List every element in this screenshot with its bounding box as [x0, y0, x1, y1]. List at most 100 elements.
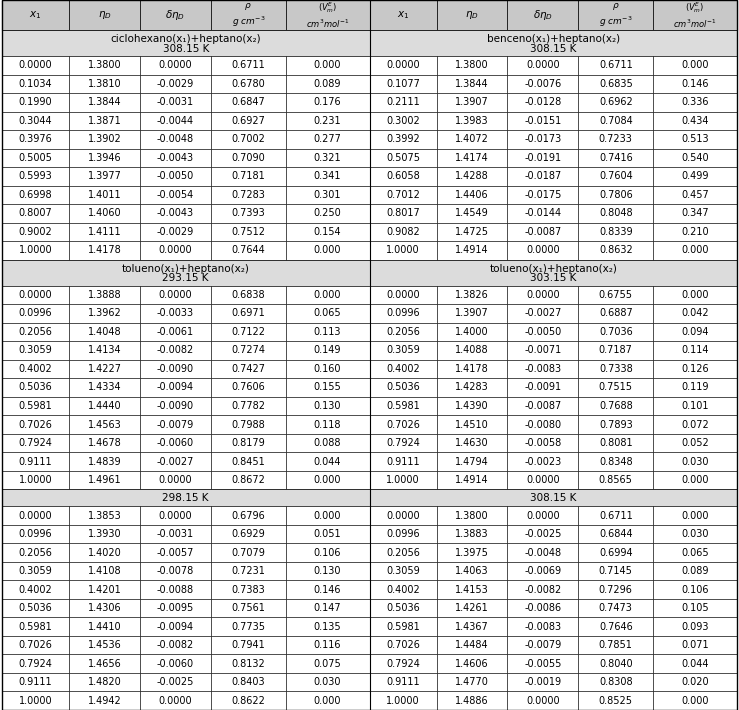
Text: 0.000: 0.000	[314, 290, 341, 300]
Bar	[2, 130, 69, 148]
Text: 0.3059: 0.3059	[18, 566, 52, 576]
Text: 1.4261: 1.4261	[455, 604, 489, 613]
Text: 0.5075: 0.5075	[386, 153, 420, 163]
Text: 0.5993: 0.5993	[18, 171, 52, 181]
Bar	[140, 285, 211, 304]
Bar	[69, 452, 140, 471]
Text: 1.3930: 1.3930	[88, 529, 121, 539]
Bar	[508, 304, 579, 323]
Bar	[437, 93, 508, 111]
Text: 0.7512: 0.7512	[231, 227, 265, 237]
Bar	[140, 599, 211, 618]
Bar	[653, 397, 737, 415]
Text: 0.116: 0.116	[314, 640, 341, 650]
Bar	[211, 130, 286, 148]
Text: 0.7924: 0.7924	[18, 438, 52, 448]
Bar	[140, 471, 211, 489]
Bar	[211, 0, 286, 30]
Bar	[508, 223, 579, 241]
Bar	[370, 525, 437, 543]
Bar	[2, 452, 69, 471]
Bar	[286, 506, 370, 525]
Text: 0.7806: 0.7806	[599, 190, 633, 200]
Bar	[211, 285, 286, 304]
Bar	[508, 148, 579, 167]
Bar	[286, 692, 370, 710]
Bar	[2, 636, 69, 655]
Text: 0.8017: 0.8017	[386, 208, 420, 219]
Text: 1.4178: 1.4178	[455, 364, 489, 374]
Text: 1.4134: 1.4134	[88, 346, 121, 356]
Text: 0.7644: 0.7644	[231, 246, 265, 256]
Bar	[140, 167, 211, 185]
Text: 0.8132: 0.8132	[231, 659, 265, 669]
Text: 0.7231: 0.7231	[231, 566, 265, 576]
Text: 0.7026: 0.7026	[18, 420, 52, 430]
Bar	[211, 241, 286, 260]
Bar	[437, 415, 508, 434]
Bar	[2, 543, 69, 562]
Text: -0.0082: -0.0082	[157, 640, 194, 650]
Text: -0.0069: -0.0069	[525, 566, 562, 576]
Text: 0.9111: 0.9111	[386, 457, 420, 466]
Bar	[508, 471, 579, 489]
Bar	[140, 415, 211, 434]
Text: 1.4886: 1.4886	[455, 696, 488, 706]
Text: 0.8007: 0.8007	[18, 208, 52, 219]
Text: 0.7561: 0.7561	[231, 604, 265, 613]
Text: 0.7606: 0.7606	[231, 383, 265, 393]
Bar	[508, 185, 579, 204]
Bar	[579, 342, 653, 360]
Text: -0.0083: -0.0083	[525, 622, 562, 632]
Text: 0.7924: 0.7924	[386, 659, 420, 669]
Text: 0.0000: 0.0000	[159, 60, 192, 70]
Bar	[653, 692, 737, 710]
Bar	[211, 397, 286, 415]
Bar	[653, 471, 737, 489]
Text: 0.7893: 0.7893	[599, 420, 633, 430]
Text: 0.130: 0.130	[314, 401, 341, 411]
Bar	[579, 599, 653, 618]
Text: 0.7002: 0.7002	[231, 134, 265, 144]
Text: 0.0000: 0.0000	[526, 290, 559, 300]
Bar	[69, 360, 140, 378]
Bar	[286, 56, 370, 75]
Bar	[437, 204, 508, 223]
Text: -0.0044: -0.0044	[157, 116, 194, 126]
Text: 1.4794: 1.4794	[455, 457, 489, 466]
Bar	[2, 525, 69, 543]
Bar	[370, 204, 437, 223]
Text: 0.6994: 0.6994	[599, 547, 633, 557]
Bar	[140, 241, 211, 260]
Text: 0.5981: 0.5981	[18, 401, 52, 411]
Text: 0.7026: 0.7026	[386, 420, 420, 430]
Bar	[69, 111, 140, 130]
Text: 0.000: 0.000	[681, 290, 709, 300]
Bar	[653, 342, 737, 360]
Bar	[437, 304, 508, 323]
Bar	[140, 543, 211, 562]
Bar	[140, 673, 211, 692]
Text: 1.4510: 1.4510	[455, 420, 489, 430]
Text: 0.042: 0.042	[681, 308, 709, 319]
Text: 0.030: 0.030	[681, 457, 709, 466]
Bar	[579, 506, 653, 525]
Text: 0.7988: 0.7988	[231, 420, 265, 430]
Bar	[437, 167, 508, 185]
Bar	[370, 618, 437, 636]
Bar	[140, 562, 211, 580]
Bar	[140, 304, 211, 323]
Bar	[69, 75, 140, 93]
Bar	[437, 148, 508, 167]
Bar	[579, 93, 653, 111]
Bar	[140, 323, 211, 342]
Text: 0.7181: 0.7181	[231, 171, 265, 181]
Text: 0.3992: 0.3992	[386, 134, 420, 144]
Bar	[69, 130, 140, 148]
Bar	[508, 56, 579, 75]
Text: -0.0050: -0.0050	[524, 327, 562, 337]
Bar	[437, 506, 508, 525]
Bar	[653, 506, 737, 525]
Text: 1.4072: 1.4072	[455, 134, 489, 144]
Bar	[653, 241, 737, 260]
